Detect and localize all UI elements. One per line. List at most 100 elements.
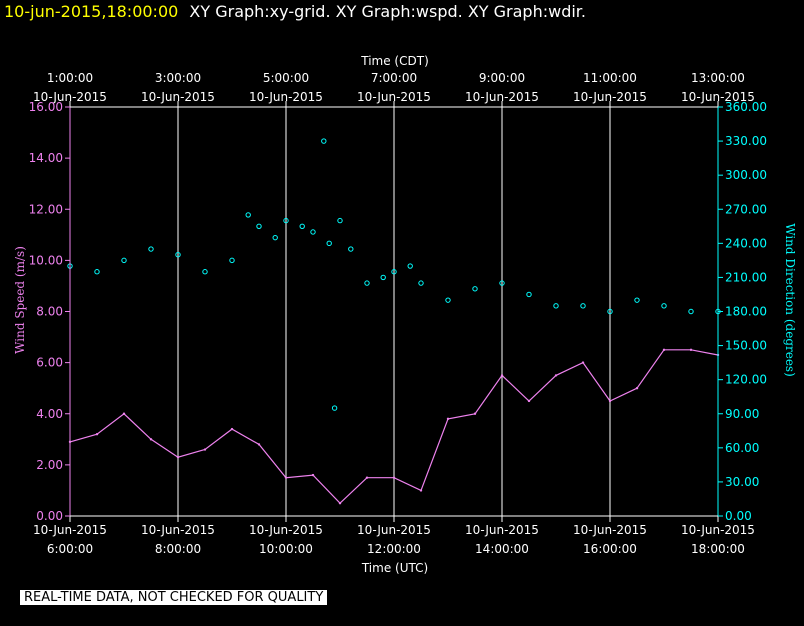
wind-speed-point xyxy=(473,412,477,415)
x-bottom-tick-time: 8:00:00 xyxy=(155,542,201,556)
wind-speed-point xyxy=(419,489,423,492)
x-bottom-tick-time: 18:00:00 xyxy=(691,542,745,556)
x-bottom-tick-date: 10-Jun-2015 xyxy=(465,523,539,537)
wind-speed-point xyxy=(581,361,585,364)
wind-speed-point xyxy=(500,374,504,377)
x-top-tick-time: 11:00:00 xyxy=(583,71,637,85)
wind-speed-point xyxy=(689,348,693,352)
x-bottom-tick-date: 10-Jun-2015 xyxy=(681,523,755,537)
wind-speed-point xyxy=(95,433,99,436)
wind-direction-point xyxy=(283,217,289,224)
wind-direction-point xyxy=(321,138,327,144)
y-right-tick-label: 90.00 xyxy=(725,407,759,421)
wind-direction-point xyxy=(445,297,451,303)
wind-direction-point xyxy=(202,269,208,275)
x-top-tick-date: 10-Jun-2015 xyxy=(465,90,539,104)
wind-direction-point xyxy=(418,280,424,286)
y-right-tick-label: 180.00 xyxy=(725,305,767,319)
wind-direction-point xyxy=(331,405,338,411)
wind-speed-point xyxy=(230,427,234,431)
y-left-tick-label: 12.00 xyxy=(29,202,63,216)
y-left-tick-label: 0.00 xyxy=(36,509,63,523)
y-right-tick-label: 210.00 xyxy=(725,270,767,284)
wind-speed-point xyxy=(122,412,126,415)
wind-speed-point xyxy=(149,438,153,441)
wind-speed-point xyxy=(608,399,612,403)
wind-speed-point xyxy=(446,417,450,421)
y-right-tick-label: 240.00 xyxy=(725,236,767,250)
quality-disclaimer: REAL-TIME DATA, NOT CHECKED FOR QUALITY xyxy=(20,590,328,605)
x-top-tick-date: 10-Jun-2015 xyxy=(573,90,647,104)
wind-speed-point xyxy=(203,448,207,451)
y-right-tick-label: 330.00 xyxy=(725,134,767,148)
x-top-tick-time: 3:00:00 xyxy=(155,71,201,85)
y-left-tick-label: 10.00 xyxy=(29,253,63,267)
wind-direction-point xyxy=(121,257,127,264)
x-bottom-tick-date: 10-Jun-2015 xyxy=(249,523,323,537)
wind-direction-point xyxy=(337,217,343,224)
y-right-tick-label: 120.00 xyxy=(725,373,767,387)
y-right-tick-label: 300.00 xyxy=(725,168,767,182)
wind-speed-point xyxy=(257,443,261,446)
wind-speed-point xyxy=(365,476,369,479)
x-top-tick-date: 10-Jun-2015 xyxy=(357,90,431,104)
wind-direction-point xyxy=(326,240,332,247)
wind-direction-point xyxy=(256,223,262,229)
y-left-tick-label: 14.00 xyxy=(29,151,63,165)
wind-speed-point xyxy=(176,456,180,459)
y-right-tick-label: 150.00 xyxy=(725,339,767,353)
x-bottom-tick-date: 10-Jun-2015 xyxy=(573,523,647,537)
wind-direction-point xyxy=(499,280,505,286)
x-bottom-tick-date: 10-Jun-2015 xyxy=(357,523,431,537)
y-left-tick-label: 8.00 xyxy=(36,305,63,319)
x-top-tick-time: 9:00:00 xyxy=(479,71,525,85)
wind-direction-point xyxy=(348,246,354,252)
tick-labels: 10-Jun-2015 6:00:00 10-Jun-2015 8:00:00 10-J… xyxy=(29,71,767,556)
wind-direction-point xyxy=(364,280,370,286)
wind-direction-point xyxy=(229,257,235,264)
wind-direction-point xyxy=(688,308,694,315)
wind-speed-point xyxy=(311,473,315,477)
y-right-tick-label: 360.00 xyxy=(725,100,767,114)
timestamp: 10-jun-2015,18:00:00 xyxy=(4,2,179,21)
x-top-axis-label: Time (CDT) xyxy=(360,54,429,68)
wind-speed-point xyxy=(392,476,396,479)
y-right-tick-label: 270.00 xyxy=(725,202,767,216)
y-left-tick-label: 4.00 xyxy=(36,407,63,421)
x-top-tick-date: 10-Jun-2015 xyxy=(681,90,755,104)
x-bottom-tick-time: 6:00:00 xyxy=(47,542,93,556)
wind-direction-point xyxy=(175,251,181,258)
wind-direction-point xyxy=(148,246,154,252)
wind-speed-point xyxy=(338,502,342,505)
wind-direction-point xyxy=(94,269,100,275)
graph-title: XY Graph:xy-grid. XY Graph:wspd. XY Grap… xyxy=(189,2,586,21)
x-top-tick-date: 10-Jun-2015 xyxy=(33,90,107,104)
x-bottom-tick-time: 16:00:00 xyxy=(583,542,637,556)
wind-direction-point xyxy=(553,303,559,309)
wind-direction-point xyxy=(607,308,613,315)
wind-direction-point xyxy=(580,303,586,309)
y-right-tick-label: 30.00 xyxy=(725,475,759,489)
x-top-tick-time: 7:00:00 xyxy=(371,71,417,85)
x-top-tick-time: 5:00:00 xyxy=(263,71,309,85)
y-left-tick-label: 16.00 xyxy=(29,100,63,114)
wind-direction-point xyxy=(272,234,278,241)
x-bottom-axis-label: Time (UTC) xyxy=(361,561,428,575)
header: 10-jun-2015,18:00:00 XY Graph:xy-grid. X… xyxy=(4,2,586,21)
x-bottom-tick-date: 10-Jun-2015 xyxy=(33,523,107,537)
x-top-tick-date: 10-Jun-2015 xyxy=(249,90,323,104)
y-left-tick-label: 6.00 xyxy=(36,356,63,370)
wind-direction-point xyxy=(407,263,413,269)
wind-direction-point xyxy=(526,291,532,298)
axes xyxy=(65,101,723,522)
wind-speed-point xyxy=(554,374,558,377)
wind-direction-point xyxy=(310,229,316,235)
wind-speed-point xyxy=(284,476,288,479)
wind-direction-point xyxy=(299,223,305,229)
wind-direction-point xyxy=(661,303,667,309)
x-bottom-tick-time: 12:00:00 xyxy=(367,542,421,556)
y-right-axis-label: Wind Direction (degrees) xyxy=(783,223,797,377)
x-top-tick-time: 13:00:00 xyxy=(691,71,745,85)
x-bottom-tick-time: 14:00:00 xyxy=(475,542,529,556)
